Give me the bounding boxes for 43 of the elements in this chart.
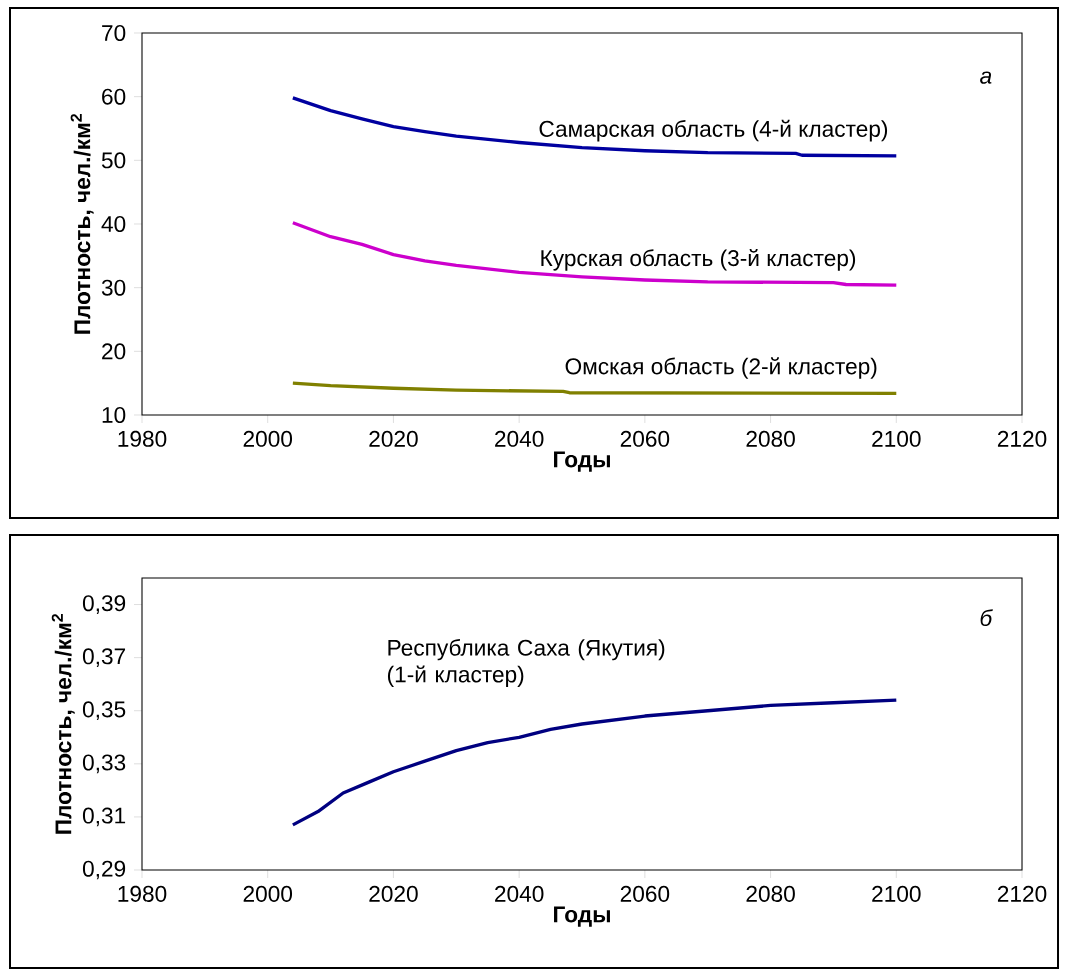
x-tick-label: 2080 <box>746 885 795 902</box>
x-tick-label: 2000 <box>243 430 293 447</box>
x-tick-label: 2060 <box>620 885 670 902</box>
y-tick-label: 40 <box>101 215 126 233</box>
series-label: Самарская область (4-й кластер) <box>539 119 888 142</box>
x-axis-title: Годы <box>554 451 610 472</box>
x-tick-label: 2040 <box>495 430 544 447</box>
line-series <box>291 381 898 396</box>
line-series <box>291 221 898 287</box>
x-tick-label: 2000 <box>243 885 293 902</box>
x-tick-label: 2020 <box>369 430 418 447</box>
y-axis-title: Плотность, чел./км$^{2}$ <box>51 613 75 834</box>
y-tick-label: 0,29 <box>82 860 126 880</box>
x-tick-label: 2040 <box>495 885 544 902</box>
x-tick-label: 2100 <box>872 885 921 902</box>
y-tick-label: 20 <box>102 343 126 360</box>
line-series <box>291 96 898 158</box>
y-tick-label: 0,37 <box>82 648 126 667</box>
y-tick-label: 0,39 <box>82 595 126 614</box>
y-tick-label: 0,33 <box>82 754 126 774</box>
annotation: а <box>980 71 992 84</box>
x-tick-label: 2060 <box>620 430 670 447</box>
y-tick-label: 0,31 <box>82 807 126 827</box>
x-tick-label: 2120 <box>997 885 1047 902</box>
x-tick-label: 2120 <box>997 430 1047 447</box>
series-label: Республика Саха (Якутия) (1-й кластер) <box>387 638 665 687</box>
x-tick-label: 1980 <box>118 885 167 902</box>
y-tick-label: 70 <box>102 24 126 42</box>
x-tick-label: 2080 <box>746 430 795 447</box>
y-tick-label: 60 <box>102 88 126 105</box>
x-axis-title: Годы <box>554 906 610 927</box>
y-axis-title: Плотность, чел./км$^{2}$ <box>70 113 94 334</box>
y-tick-label: 10 <box>102 406 126 424</box>
series-label: Омская область (2-й кластер) <box>565 357 877 379</box>
annotation: б <box>980 609 993 627</box>
x-tick-label: 2100 <box>872 430 921 447</box>
y-tick-label: 30 <box>101 279 126 296</box>
series-label: Курская область (3-й кластер) <box>541 249 856 271</box>
x-tick-label: 2020 <box>369 885 418 902</box>
line-series <box>291 698 898 827</box>
x-tick-label: 1980 <box>118 430 167 447</box>
y-tick-label: 0,35 <box>82 701 126 721</box>
y-tick-label: 50 <box>101 152 126 169</box>
